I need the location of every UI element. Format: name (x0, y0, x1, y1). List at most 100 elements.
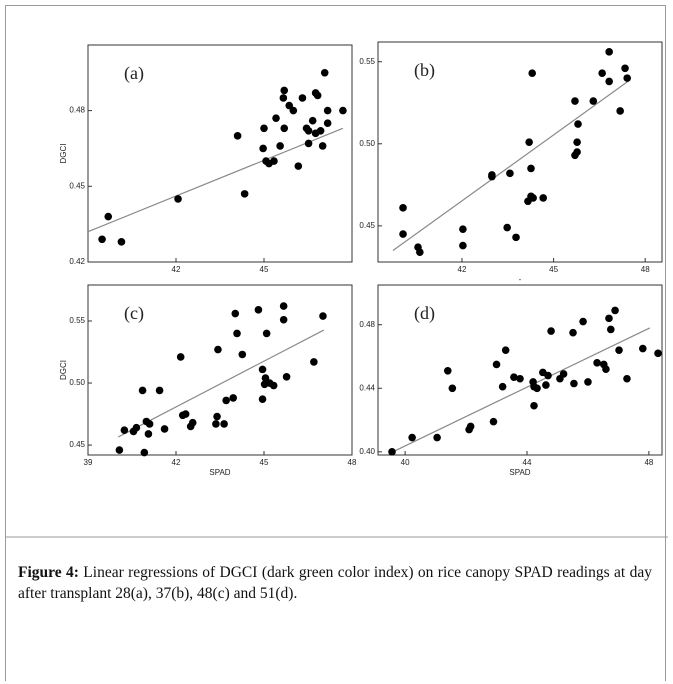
point (160, 425, 169, 433)
panel-label: (c) (124, 303, 144, 324)
point (304, 139, 313, 148)
point (117, 238, 126, 246)
point (272, 114, 280, 122)
point (276, 142, 284, 150)
point (489, 417, 498, 426)
point (529, 194, 537, 202)
point (589, 97, 598, 105)
x-tick-label: 42 (172, 265, 181, 274)
point (416, 248, 424, 256)
point (506, 169, 514, 178)
panel-label: (d) (414, 303, 435, 324)
point (115, 446, 124, 454)
point (574, 120, 582, 128)
x-tick-label: 48 (641, 265, 650, 274)
point (593, 359, 601, 367)
point (492, 360, 501, 369)
point (611, 306, 619, 315)
trend-line (392, 79, 631, 251)
point (623, 374, 631, 383)
point (547, 327, 555, 335)
point (512, 233, 520, 242)
point (573, 148, 581, 156)
point (181, 410, 190, 418)
point (527, 164, 535, 173)
point (488, 172, 496, 181)
point (525, 138, 533, 146)
point (570, 379, 578, 388)
x-tick-label: 48 (348, 458, 357, 467)
point (279, 94, 288, 102)
point (605, 48, 613, 56)
point (280, 86, 289, 95)
point (229, 394, 237, 402)
figure-frame (5, 5, 666, 681)
point (258, 365, 267, 374)
point (174, 195, 182, 203)
point (233, 329, 241, 338)
y-tick-label: 0.55 (359, 57, 375, 66)
y-tick-label: 0.45 (69, 181, 85, 190)
y-tick-label: 0.45 (359, 221, 375, 230)
y-tick-label: 0.44 (359, 383, 375, 392)
point (282, 373, 291, 381)
point (310, 358, 318, 366)
y-axis-label: DGCI (59, 360, 68, 380)
point (559, 370, 568, 378)
x-axis-label: - (519, 275, 522, 284)
point (542, 381, 550, 389)
point (176, 353, 185, 361)
point (598, 69, 606, 77)
point (615, 346, 623, 354)
point (528, 69, 537, 77)
x-tick-label: 48 (644, 458, 653, 467)
x-tick-label: 42 (458, 265, 467, 274)
point (98, 235, 106, 244)
point (145, 420, 154, 428)
point (573, 138, 581, 146)
point (298, 94, 307, 102)
x-tick-label: 42 (172, 458, 181, 467)
point (213, 412, 221, 421)
point (188, 418, 197, 427)
point (501, 346, 510, 354)
caption-text: Linear regressions of DGCI (dark green c… (18, 564, 652, 602)
point (579, 317, 587, 326)
point (222, 396, 230, 405)
y-tick-label: 0.50 (359, 139, 375, 148)
point (539, 194, 548, 202)
point (459, 225, 467, 233)
trend-line (392, 327, 651, 453)
point (503, 223, 511, 232)
point (132, 423, 141, 432)
point (443, 366, 452, 375)
trend-line (87, 127, 344, 233)
point (279, 315, 288, 324)
x-tick-label: 39 (84, 458, 93, 467)
point (140, 448, 149, 457)
point (571, 97, 579, 105)
point (498, 382, 507, 391)
x-tick-label: 44 (523, 458, 532, 467)
caption: Figure 4: Linear regressions of DGCI (da… (18, 562, 652, 604)
point (294, 162, 303, 170)
panel-label: (a) (124, 63, 144, 84)
point (466, 422, 475, 431)
point (308, 116, 317, 125)
x-axis-label: SPAD (209, 468, 230, 477)
point (240, 190, 249, 198)
point (269, 381, 278, 390)
point (220, 420, 228, 428)
y-tick-label: 0.48 (359, 320, 375, 329)
point (621, 64, 629, 73)
point (448, 384, 457, 393)
point (212, 420, 220, 428)
point (144, 430, 153, 438)
point (459, 241, 467, 250)
x-axis-label: SPAD (509, 468, 530, 477)
point (262, 329, 271, 338)
point (602, 365, 610, 374)
point (623, 74, 631, 82)
point (231, 309, 240, 318)
